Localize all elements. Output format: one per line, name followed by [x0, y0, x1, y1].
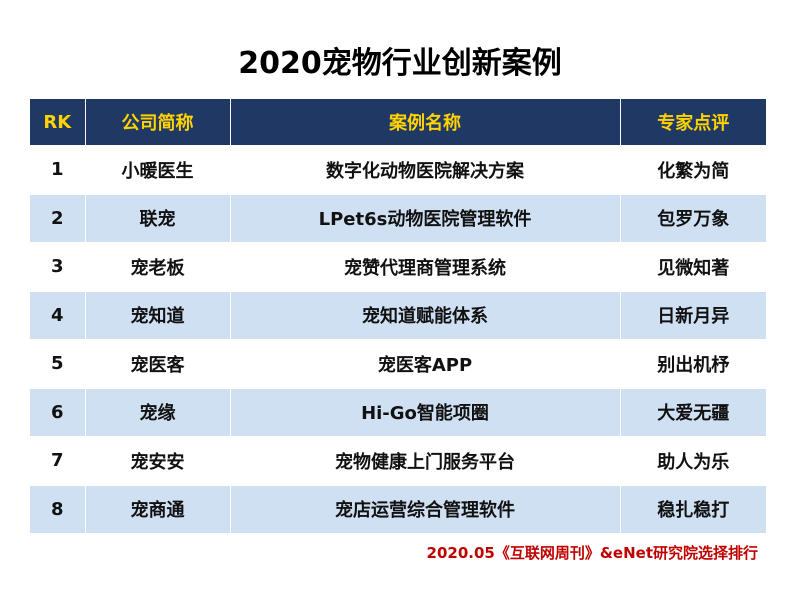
rank-cell: 7	[30, 436, 85, 485]
case-cell: Hi-Go智能项圈	[229, 387, 620, 437]
rank-cell: 6	[30, 387, 85, 437]
table-row: 5 宠医客 宠医客APP 别出机杼	[30, 339, 766, 388]
table-header: RK 公司简称 案例名称 专家点评	[30, 99, 766, 146]
review-cell: 别出机杼	[619, 339, 766, 388]
review-cell: 化繁为简	[619, 145, 766, 194]
company-cell: 宠知道	[84, 290, 230, 340]
case-cell: 宠医客APP	[229, 339, 620, 388]
company-cell: 宠安安	[84, 436, 230, 485]
case-cell: 宠赞代理商管理系统	[229, 242, 620, 291]
rank-cell: 2	[30, 193, 85, 243]
review-cell: 大爱无疆	[619, 387, 766, 437]
rank-cell: 3	[30, 242, 85, 291]
header-case: 案例名称	[229, 99, 620, 146]
company-cell: 联宠	[84, 193, 230, 243]
company-cell: 宠商通	[84, 484, 230, 533]
company-cell: 宠医客	[84, 339, 230, 388]
table-row: 1 小暖医生 数字化动物医院解决方案 化繁为简	[30, 145, 766, 194]
review-cell: 日新月异	[619, 290, 766, 340]
page-title: 2020宠物行业创新案例	[238, 46, 562, 81]
case-cell: 数字化动物医院解决方案	[229, 145, 620, 194]
header-row: RK 公司简称 案例名称 专家点评	[30, 99, 766, 146]
review-cell: 稳扎稳打	[619, 484, 766, 533]
table-row: 3 宠老板 宠赞代理商管理系统 见微知著	[30, 242, 766, 291]
table-row: 8 宠商通 宠店运营综合管理软件 稳扎稳打	[30, 484, 766, 533]
rank-cell: 4	[30, 290, 85, 340]
table-body: 1 小暖医生 数字化动物医院解决方案 化繁为简 2 联宠 LPet6s动物医院管…	[30, 145, 766, 533]
review-cell: 包罗万象	[619, 193, 766, 243]
review-cell: 助人为乐	[619, 436, 766, 485]
company-cell: 宠老板	[84, 242, 230, 291]
source-footnote: 2020.05《互联网周刊》&eNet研究院选择排行	[426, 544, 758, 562]
table-row: 6 宠缘 Hi-Go智能项圈 大爱无疆	[30, 387, 766, 437]
case-cell: 宠知道赋能体系	[229, 290, 620, 340]
table-row: 2 联宠 LPet6s动物医院管理软件 包罗万象	[30, 193, 766, 243]
case-cell: 宠物健康上门服务平台	[229, 436, 620, 485]
ranking-table: RK 公司简称 案例名称 专家点评 1 小暖医生 数字化动物医院解决方案 化繁为…	[30, 99, 766, 533]
header-rank: RK	[30, 99, 85, 146]
case-cell: 宠店运营综合管理软件	[229, 484, 620, 533]
company-cell: 小暖医生	[84, 145, 230, 194]
header-review: 专家点评	[619, 99, 766, 146]
case-cell: LPet6s动物医院管理软件	[229, 193, 620, 243]
table-row: 7 宠安安 宠物健康上门服务平台 助人为乐	[30, 436, 766, 485]
rank-cell: 5	[30, 339, 85, 388]
company-cell: 宠缘	[84, 387, 230, 437]
rank-cell: 1	[30, 145, 85, 194]
header-company: 公司简称	[84, 99, 230, 146]
table-row: 4 宠知道 宠知道赋能体系 日新月异	[30, 290, 766, 340]
rank-cell: 8	[30, 484, 85, 533]
review-cell: 见微知著	[619, 242, 766, 291]
